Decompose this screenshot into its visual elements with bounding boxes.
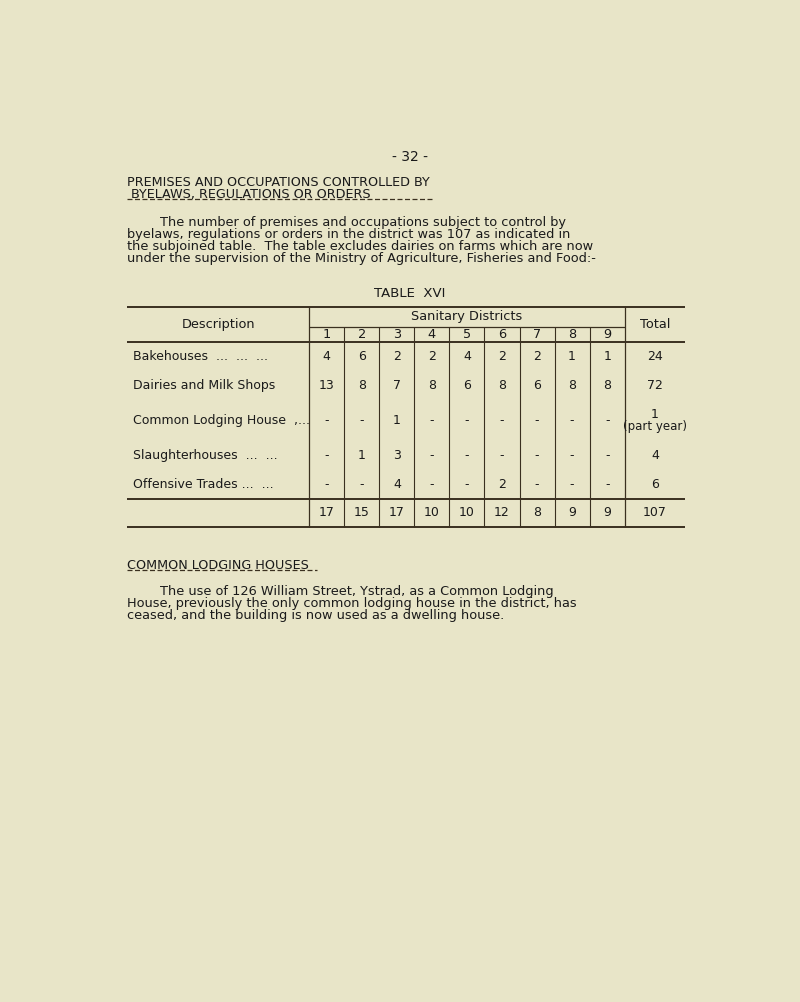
Text: 15: 15 [354, 506, 370, 519]
Text: COMMON LODGING HOUSES: COMMON LODGING HOUSES [127, 559, 309, 572]
Text: 6: 6 [463, 380, 471, 393]
Text: -: - [465, 449, 470, 462]
Text: Sanitary Districts: Sanitary Districts [411, 310, 522, 323]
Text: 2: 2 [428, 350, 436, 363]
Text: -: - [500, 449, 504, 462]
Text: (part year): (part year) [623, 420, 687, 433]
Text: Description: Description [182, 318, 255, 331]
Text: -: - [535, 414, 539, 427]
Text: 8: 8 [568, 380, 576, 393]
Text: -: - [430, 414, 434, 427]
Text: -: - [325, 449, 329, 462]
Text: 1: 1 [393, 414, 401, 427]
Text: -: - [605, 449, 610, 462]
Text: 4: 4 [463, 350, 471, 363]
Text: 2: 2 [358, 328, 366, 341]
Text: Bakehouses  ...  ...  ...: Bakehouses ... ... ... [134, 350, 268, 363]
Text: under the supervision of the Ministry of Agriculture, Fisheries and Food:-: under the supervision of the Ministry of… [127, 252, 596, 265]
Text: 1: 1 [322, 328, 331, 341]
Text: 17: 17 [319, 506, 334, 519]
Text: Slaughterhouses  ...  ...: Slaughterhouses ... ... [134, 449, 278, 462]
Text: byelaws, regulations or orders in the district was 107 as indicated in: byelaws, regulations or orders in the di… [127, 227, 570, 240]
Text: -: - [570, 478, 574, 491]
Text: BYELAWS, REGULATIONS OR ORDERS: BYELAWS, REGULATIONS OR ORDERS [127, 188, 370, 201]
Text: 4: 4 [323, 350, 330, 363]
Text: 72: 72 [647, 380, 663, 393]
Text: -: - [465, 414, 470, 427]
Text: -: - [430, 449, 434, 462]
Text: Offensive Trades ...  ...: Offensive Trades ... ... [134, 478, 274, 491]
Text: 13: 13 [319, 380, 334, 393]
Text: -: - [359, 478, 364, 491]
Text: -: - [430, 478, 434, 491]
Text: 9: 9 [603, 328, 611, 341]
Text: -: - [605, 414, 610, 427]
Text: 1: 1 [603, 350, 611, 363]
Text: 7: 7 [393, 380, 401, 393]
Text: PREMISES AND OCCUPATIONS CONTROLLED BY: PREMISES AND OCCUPATIONS CONTROLLED BY [127, 175, 430, 188]
Text: 8: 8 [428, 380, 436, 393]
Text: The number of premises and occupations subject to control by: The number of premises and occupations s… [127, 215, 566, 228]
Text: 17: 17 [389, 506, 405, 519]
Text: 4: 4 [393, 478, 401, 491]
Text: 8: 8 [358, 380, 366, 393]
Text: 7: 7 [533, 328, 541, 341]
Text: 8: 8 [498, 380, 506, 393]
Text: -: - [325, 478, 329, 491]
Text: 3: 3 [393, 449, 401, 462]
Text: 6: 6 [533, 380, 541, 393]
Text: -: - [465, 478, 470, 491]
Text: 10: 10 [424, 506, 440, 519]
Text: -: - [570, 449, 574, 462]
Text: 8: 8 [603, 380, 611, 393]
Text: 9: 9 [568, 506, 576, 519]
Text: 5: 5 [463, 328, 471, 341]
Text: 8: 8 [568, 328, 576, 341]
Text: -: - [500, 414, 504, 427]
Text: 3: 3 [393, 328, 401, 341]
Text: -: - [535, 478, 539, 491]
Text: -: - [605, 478, 610, 491]
Text: -: - [535, 449, 539, 462]
Text: 107: 107 [643, 506, 667, 519]
Text: 4: 4 [428, 328, 436, 341]
Text: 1: 1 [651, 408, 659, 421]
Text: 6: 6 [651, 478, 659, 491]
Text: Dairies and Milk Shops: Dairies and Milk Shops [134, 380, 275, 393]
Text: 6: 6 [498, 328, 506, 341]
Text: -: - [359, 414, 364, 427]
Text: the subjoined table.  The table excludes dairies on farms which are now: the subjoined table. The table excludes … [127, 239, 594, 253]
Text: 1: 1 [358, 449, 366, 462]
Text: 2: 2 [533, 350, 541, 363]
Text: 2: 2 [498, 350, 506, 363]
Text: ceased, and the building is now used as a dwelling house.: ceased, and the building is now used as … [127, 609, 504, 622]
Text: 4: 4 [651, 449, 659, 462]
Text: Total: Total [640, 318, 670, 331]
Text: 9: 9 [603, 506, 611, 519]
Text: 2: 2 [393, 350, 401, 363]
Text: 1: 1 [568, 350, 576, 363]
Text: 8: 8 [533, 506, 541, 519]
Text: 10: 10 [459, 506, 475, 519]
Text: 6: 6 [358, 350, 366, 363]
Text: 12: 12 [494, 506, 510, 519]
Text: TABLE  XVI: TABLE XVI [374, 287, 446, 300]
Text: 2: 2 [498, 478, 506, 491]
Text: Common Lodging House  ,...: Common Lodging House ,... [134, 414, 310, 427]
Text: -: - [325, 414, 329, 427]
Text: 24: 24 [647, 350, 662, 363]
Text: -: - [570, 414, 574, 427]
Text: House, previously the only common lodging house in the district, has: House, previously the only common lodgin… [127, 597, 577, 610]
Text: The use of 126 William Street, Ystrad, as a Common Lodging: The use of 126 William Street, Ystrad, a… [127, 585, 554, 598]
Text: - 32 -: - 32 - [392, 149, 428, 163]
